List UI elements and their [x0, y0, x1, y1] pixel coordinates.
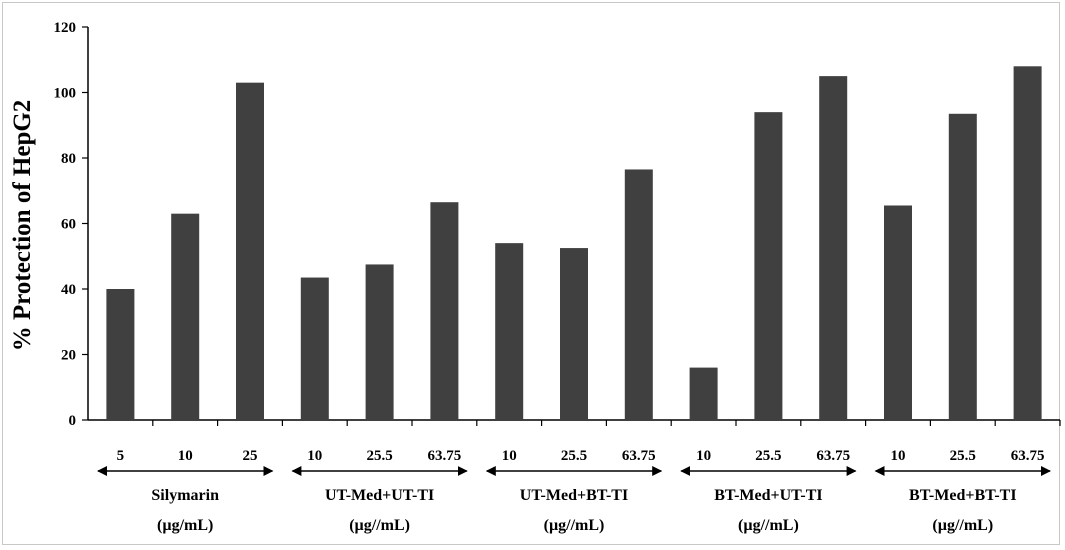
- group-unit-label: (µg//mL): [544, 517, 605, 534]
- bar: [819, 76, 848, 420]
- x-category-label: 10: [307, 448, 322, 464]
- y-tick-label: 120: [54, 20, 77, 36]
- bar: [689, 367, 718, 420]
- group-label: BT-Med+UT-TI: [714, 487, 822, 504]
- x-category-label: 10: [696, 448, 711, 464]
- x-category-label: 63.75: [622, 448, 656, 464]
- bar: [300, 277, 329, 420]
- y-tick-label: 60: [61, 217, 76, 233]
- bar: [430, 202, 459, 420]
- bar: [948, 113, 977, 420]
- x-category-label: 25.5: [561, 448, 587, 464]
- y-tick-label: 100: [54, 86, 77, 102]
- x-category-label: 25.5: [366, 448, 392, 464]
- y-axis-label: % Protection of HepG2: [9, 100, 36, 352]
- y-tick-label: 40: [61, 282, 76, 298]
- group-label: UT-Med+UT-TI: [325, 487, 434, 504]
- bar: [106, 289, 135, 420]
- bar: [171, 213, 200, 420]
- group-unit-label: (µg//mL): [349, 517, 410, 534]
- bar: [624, 169, 653, 420]
- bar: [1013, 66, 1042, 421]
- group-label: Silymarin: [151, 487, 219, 504]
- group-unit-label: (µg//mL): [932, 517, 993, 534]
- x-category-label: 10: [502, 448, 517, 464]
- x-category-label: 25: [243, 448, 258, 464]
- group-label: UT-Med+BT-TI: [520, 487, 628, 504]
- bar: [560, 248, 588, 420]
- y-tick-label: 80: [61, 151, 76, 167]
- x-category-label: 63.75: [428, 448, 462, 464]
- x-category-label: 25.5: [755, 448, 781, 464]
- x-category-label: 5: [117, 448, 125, 464]
- bar: [365, 264, 394, 420]
- bar: [884, 205, 912, 420]
- x-category-label: 25.5: [950, 448, 976, 464]
- bar: [754, 112, 783, 421]
- group-unit-label: (µg/mL): [157, 517, 213, 534]
- x-category-label: 10: [891, 448, 906, 464]
- x-category-label: 10: [178, 448, 193, 464]
- y-tick-label: 20: [61, 348, 76, 364]
- bar: [236, 82, 264, 421]
- group-label: BT-Med+BT-TI: [909, 487, 1017, 504]
- y-tick-label: 0: [69, 413, 77, 429]
- x-category-label: 63.75: [1011, 448, 1045, 464]
- group-unit-label: (µg//mL): [738, 517, 799, 534]
- bar: [495, 243, 524, 420]
- x-category-label: 63.75: [816, 448, 850, 464]
